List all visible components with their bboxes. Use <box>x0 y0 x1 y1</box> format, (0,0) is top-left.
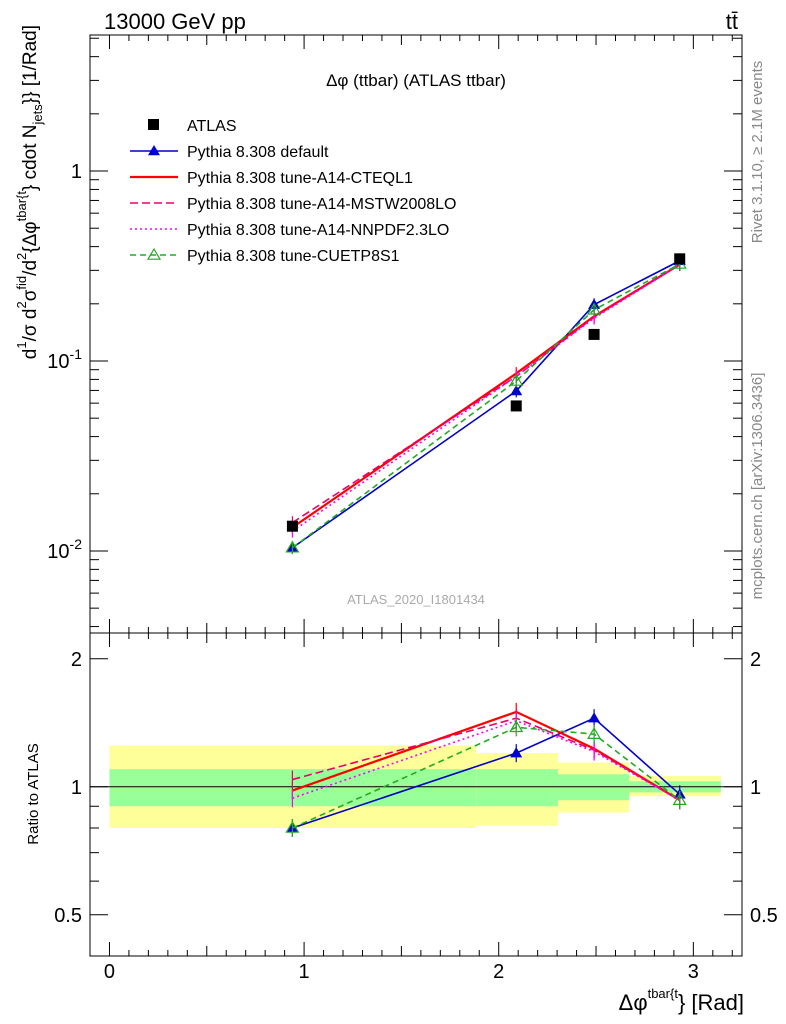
y-tick-label: 10-2 <box>47 536 82 563</box>
ratio-marker <box>285 820 300 833</box>
mcplots-label: mcplots.cern.ch [arXiv:1306.3436] <box>749 373 766 600</box>
ratio-line-4 <box>292 726 681 829</box>
x-tick-label: 3 <box>688 961 699 983</box>
legend-marker-4 <box>146 247 162 260</box>
atlas-data-marker <box>588 328 600 340</box>
ratio-series-layer <box>285 702 687 838</box>
process-label: tt̄ <box>726 9 738 34</box>
ratio-band-inner <box>476 769 559 807</box>
ratio-marker <box>509 720 524 733</box>
series-line-3 <box>291 264 681 532</box>
ratio-tick-label-right: 1 <box>750 777 761 799</box>
series-marker <box>509 373 524 386</box>
atlas-data-points <box>286 253 686 532</box>
ratio-marker <box>588 712 601 723</box>
ratio-tick-label-left: 2 <box>71 649 82 671</box>
series-marker <box>510 385 523 396</box>
legend-label-0: Pythia 8.308 default <box>187 144 329 161</box>
x-tick-label: 1 <box>299 961 310 983</box>
plot-title: Δφ (ttbar) (ATLAS ttbar) <box>326 71 506 90</box>
y-axis-title: d1/σ d2σfid/d2{Δφtbar{t} cdot Njets}} [1… <box>14 25 45 359</box>
legend-marker-0 <box>148 145 160 156</box>
series-line-4 <box>291 263 681 549</box>
legend-label-4: Pythia 8.308 tune-CUETP8S1 <box>187 248 400 265</box>
legend-label-1: Pythia 8.308 tune-A14-CTEQL1 <box>187 170 413 187</box>
atlas-data-marker <box>510 400 522 412</box>
series-marker <box>587 302 602 315</box>
ratio-tick-label-left: 1 <box>71 777 82 799</box>
x-tick-label: 0 <box>104 961 115 983</box>
legend-atlas-marker <box>148 119 159 130</box>
series-marker <box>285 540 300 553</box>
ratio-plot-frame <box>89 632 743 957</box>
main-series-layer <box>285 254 687 555</box>
legend-label-atlas: ATLAS <box>187 118 237 135</box>
ratio-tick-label-left: 0.5 <box>54 905 82 927</box>
atlas-data-marker <box>674 253 686 265</box>
x-tick-label: 2 <box>493 961 504 983</box>
ratio-tick-label-right: 2 <box>750 649 761 671</box>
ratio-tick-label-right: 0.5 <box>750 905 778 927</box>
atlas-data-marker <box>286 520 298 532</box>
energy-label: 13000 GeV pp <box>104 9 246 34</box>
ratio-marker <box>672 793 687 806</box>
ratio-marker <box>510 747 523 758</box>
ratio-line-2 <box>292 717 681 801</box>
x-axis-title: Δφtbar{t} [Rad] <box>619 986 744 1015</box>
y-tick-label: 10-1 <box>47 346 82 373</box>
axes-ticks: 0 1 2 3 10-2 10-1 1 0.5 0.5 1 1 2 2 <box>47 35 778 983</box>
ratio-marker <box>587 726 602 739</box>
ratio-line-0 <box>292 717 681 829</box>
legend-label-3: Pythia 8.308 tune-A14-NNPDF2.3LO <box>187 222 449 239</box>
rivet-version-label: Rivet 3.1.10, ≥ 2.1M events <box>749 61 766 244</box>
legend: ATLAS Pythia 8.308 default Pythia 8.308 tu… <box>130 118 456 265</box>
analysis-watermark: ATLAS_2020_I1801434 <box>347 592 485 607</box>
ratio-axis-title: Ratio to ATLAS <box>25 743 42 844</box>
legend-label-2: Pythia 8.308 tune-A14-MSTW2008LO <box>187 196 456 213</box>
y-tick-label: 1 <box>71 161 82 183</box>
